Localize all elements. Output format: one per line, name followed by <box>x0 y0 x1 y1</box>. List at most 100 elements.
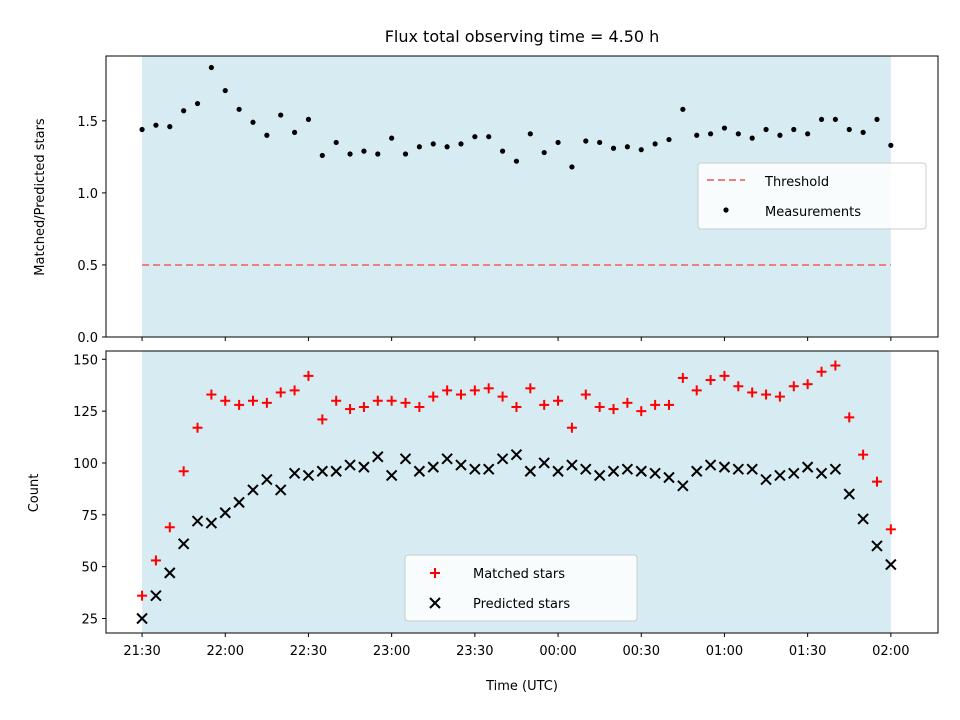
matched-star-point <box>553 395 564 406</box>
measurement-point <box>264 132 270 138</box>
measurement-point <box>583 138 589 144</box>
measurement-point <box>333 139 339 146</box>
predicted-star-point <box>344 459 356 471</box>
legend-predicted-label: Predicted stars <box>473 597 570 612</box>
matched-star-point <box>469 385 480 396</box>
measurement-point <box>499 148 506 154</box>
measurement-point <box>250 119 256 125</box>
x-tick-label: 23:30 <box>456 644 493 659</box>
measurement-point <box>610 145 617 151</box>
top-y-tick-label: 0.0 <box>77 331 98 346</box>
measurement-point <box>597 139 603 146</box>
matched-star-point <box>747 387 758 398</box>
legend-measurements-label: Measurements <box>765 205 861 220</box>
measurement-point <box>777 132 783 138</box>
matched-star-point <box>622 397 633 408</box>
predicted-star-point <box>801 461 814 473</box>
matched-star-point <box>802 379 813 390</box>
measurement-point <box>139 126 145 133</box>
measurement-point <box>181 108 187 114</box>
measurement-point <box>416 144 422 150</box>
matched-star-point <box>317 414 328 425</box>
measurement-point <box>305 116 312 123</box>
predicted-star-point <box>455 459 467 471</box>
measurement-point <box>721 125 728 131</box>
x-tick-label: 00:30 <box>623 644 660 659</box>
predicted-star-point <box>607 465 620 477</box>
measurement-point <box>555 139 561 146</box>
predicted-star-point <box>635 465 647 477</box>
matched-star-point <box>830 360 841 371</box>
measurement-point <box>222 87 228 94</box>
matched-star-point <box>844 412 855 423</box>
matched-star-point <box>261 397 272 408</box>
matched-star-point <box>234 399 245 410</box>
measurement-point <box>153 122 159 128</box>
matched-star-point <box>663 399 674 410</box>
predicted-star-point <box>205 517 218 529</box>
predicted-star-point <box>593 469 606 482</box>
predicted-star-point <box>427 461 439 473</box>
predicted-star-point <box>219 507 231 519</box>
measurement-point <box>458 141 464 147</box>
bottom-y-axis-label: Count <box>27 474 42 513</box>
predicted-star-point <box>316 465 329 477</box>
matched-star-point <box>386 395 397 406</box>
matched-star-point <box>345 404 356 415</box>
measurement-point <box>832 116 838 123</box>
chart-title: Flux total observing time = 4.50 h <box>385 27 660 46</box>
predicted-star-point <box>885 558 897 571</box>
measurement-point <box>874 116 880 123</box>
predicted-star-point <box>510 448 523 461</box>
legend-threshold-label: Threshold <box>764 175 829 190</box>
matched-star-point <box>705 375 716 386</box>
bottom-axes-frame <box>105 350 939 634</box>
matched-star-point <box>372 395 383 406</box>
predicted-star-point <box>483 463 495 475</box>
predicted-star-point <box>288 467 301 480</box>
predicted-star-point <box>233 496 245 509</box>
measurement-point <box>236 106 242 112</box>
matched-star-point <box>871 476 882 487</box>
bottom-y-tick-label: 150 <box>73 353 98 368</box>
matched-star-point <box>774 391 785 402</box>
predicted-star-point <box>857 513 869 525</box>
measurement-point <box>513 158 520 164</box>
predicted-star-point <box>358 461 370 473</box>
bottom-y-tick-label: 50 <box>81 561 98 576</box>
legend-measurements-swatch <box>723 207 729 213</box>
predicted-star-point <box>177 538 190 550</box>
top-legend: Threshold Measurements <box>697 162 927 230</box>
predicted-star-point <box>704 459 717 471</box>
measurement-point <box>791 126 797 133</box>
measurement-point <box>319 152 325 159</box>
measurement-point <box>444 144 450 150</box>
x-tick-label: 01:30 <box>789 644 826 659</box>
predicted-star-point <box>566 459 578 471</box>
x-tick-label: 23:00 <box>373 644 410 659</box>
measurement-point <box>278 112 284 118</box>
predicted-star-point <box>871 540 883 552</box>
top-series-1 <box>139 64 894 170</box>
predicted-star-point <box>275 484 287 496</box>
top-axes-frame <box>105 55 939 338</box>
measurement-point <box>763 126 769 133</box>
matched-star-point <box>677 372 688 383</box>
x-tick-label: 02:00 <box>872 644 909 659</box>
matched-star-point <box>497 391 508 402</box>
matched-star-point <box>192 422 203 433</box>
measurement-point <box>805 131 811 137</box>
matched-star-point <box>580 389 591 400</box>
top-panel: 0.0 0.5 1.0 1.5 Matched/Predicted stars Thr… <box>33 55 939 346</box>
matched-star-point <box>289 385 300 396</box>
measurement-point <box>291 129 298 135</box>
matched-star-point <box>164 522 175 533</box>
measurement-point <box>749 135 755 141</box>
matched-star-point <box>455 389 466 400</box>
matched-star-point <box>178 466 189 477</box>
matched-star-point <box>442 385 453 396</box>
predicted-star-point <box>649 467 661 480</box>
measurement-point <box>569 164 575 170</box>
matched-star-point <box>719 370 730 381</box>
